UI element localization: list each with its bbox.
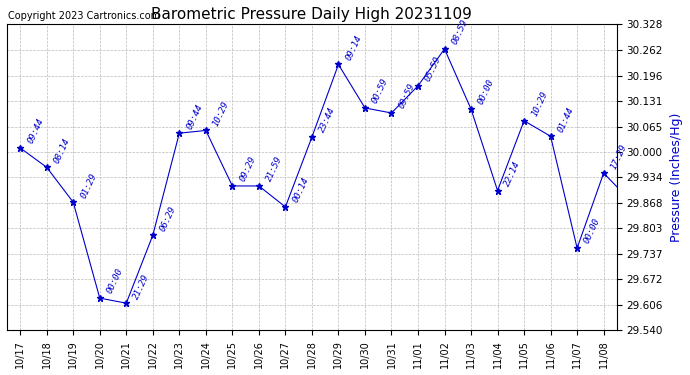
Y-axis label: Pressure (Inches/Hg): Pressure (Inches/Hg) (670, 113, 683, 242)
Text: 06:29: 06:29 (159, 204, 178, 232)
Text: Copyright 2023 Cartronics.com: Copyright 2023 Cartronics.com (8, 12, 159, 21)
Text: 08:59: 08:59 (450, 18, 470, 46)
Text: 00:00: 00:00 (106, 267, 125, 296)
Text: 23:44: 23:44 (317, 106, 337, 134)
Text: 01:29: 01:29 (79, 171, 98, 200)
Text: 10:29: 10:29 (211, 99, 231, 128)
Text: 22:14: 22:14 (503, 160, 522, 188)
Text: 21:29: 21:29 (132, 272, 151, 300)
Text: 10:29: 10:29 (530, 90, 549, 118)
Text: 00:14: 00:14 (291, 176, 310, 204)
Text: 01:44: 01:44 (556, 105, 575, 134)
Text: 00:00: 00:00 (477, 78, 496, 106)
Text: 09:14: 09:14 (344, 33, 364, 62)
Text: 08:14: 08:14 (52, 136, 72, 165)
Text: 00:14: 00:14 (0, 374, 1, 375)
Text: 00:59: 00:59 (371, 77, 390, 105)
Text: 09:44: 09:44 (185, 102, 204, 130)
Text: 09:44: 09:44 (26, 117, 46, 145)
Text: 09:29: 09:29 (238, 155, 257, 183)
Text: 09:59: 09:59 (397, 82, 417, 110)
Text: 17:29: 17:29 (609, 142, 629, 170)
Text: 00:00: 00:00 (582, 217, 602, 245)
Text: 05:59: 05:59 (424, 55, 443, 83)
Title: Barometric Pressure Daily High 20231109: Barometric Pressure Daily High 20231109 (152, 7, 473, 22)
Text: 21:59: 21:59 (264, 155, 284, 183)
